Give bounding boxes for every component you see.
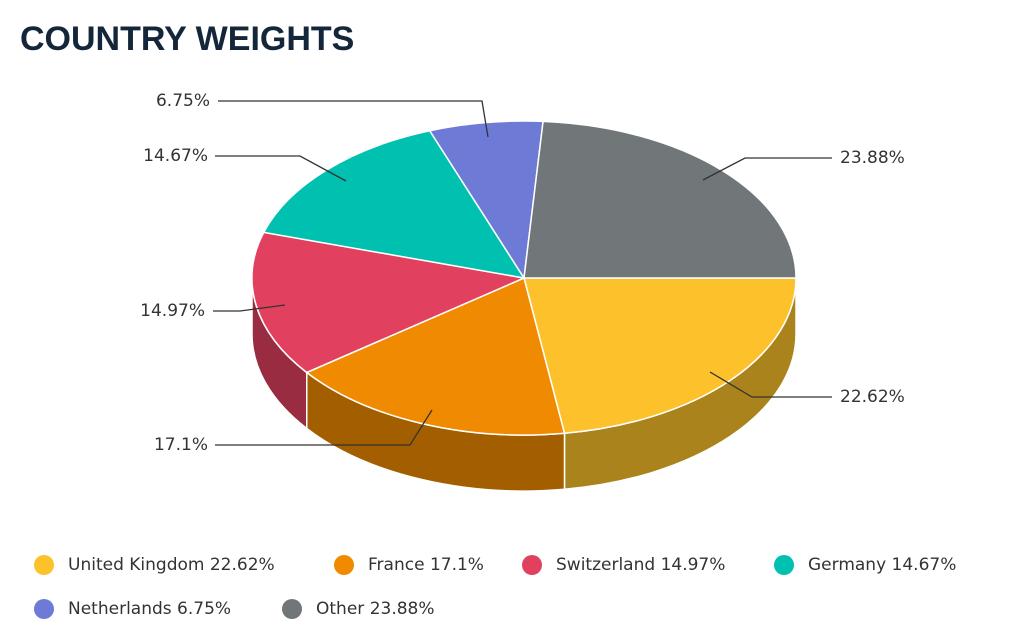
leader-line: [215, 409, 433, 446]
leader-line: [709, 371, 832, 398]
legend-marker: [34, 599, 54, 619]
legend-value: 17.1%: [430, 555, 484, 575]
legend-value: 14.67%: [892, 555, 957, 575]
data-label: 22.62%: [840, 387, 905, 407]
legend-item: Germany 14.67%: [774, 555, 956, 575]
legend-name: France: [368, 555, 425, 575]
legend-label: Germany 14.67%: [808, 555, 956, 575]
legend-name: Other: [316, 599, 364, 619]
data-label: 6.75%: [156, 91, 210, 111]
leader-line: [213, 304, 286, 312]
legend-name: United Kingdom: [68, 555, 204, 575]
legend-label: United Kingdom 22.62%: [68, 555, 275, 575]
legend-label: Other 23.88%: [316, 599, 435, 619]
legend-value: 22.62%: [210, 555, 275, 575]
legend-marker: [34, 555, 54, 575]
legend-value: 6.75%: [177, 599, 231, 619]
legend-value: 14.97%: [661, 555, 726, 575]
legend-item: United Kingdom 22.62%: [34, 555, 275, 575]
leader-line: [702, 157, 832, 181]
data-label: 17.1%: [154, 435, 208, 455]
leader-line: [218, 100, 489, 138]
legend-marker: [522, 555, 542, 575]
legend-label: Switzerland 14.97%: [556, 555, 725, 575]
legend-marker: [334, 555, 354, 575]
legend-label: Netherlands 6.75%: [68, 599, 231, 619]
slice: [305, 276, 566, 436]
legend-item: Switzerland 14.97%: [522, 555, 725, 575]
legend-marker: [282, 599, 302, 619]
slice: [523, 120, 797, 279]
legend-name: Switzerland: [556, 555, 655, 575]
slice: [251, 231, 527, 374]
legend-name: Netherlands: [68, 599, 172, 619]
legend-marker: [774, 555, 794, 575]
legend-value: 23.88%: [370, 599, 435, 619]
chart-title: COUNTRY WEIGHTS: [20, 20, 354, 58]
data-label: 14.67%: [143, 146, 208, 166]
legend-item: France 17.1%: [334, 555, 484, 575]
legend-name: Germany: [808, 555, 886, 575]
data-label: 14.97%: [140, 301, 205, 321]
legend-item: Netherlands 6.75%: [34, 599, 231, 619]
legend-item: Other 23.88%: [282, 599, 435, 619]
legend-label: France 17.1%: [368, 555, 484, 575]
data-label: 23.88%: [840, 148, 905, 168]
slice: [523, 277, 797, 435]
leader-line: [215, 155, 347, 182]
